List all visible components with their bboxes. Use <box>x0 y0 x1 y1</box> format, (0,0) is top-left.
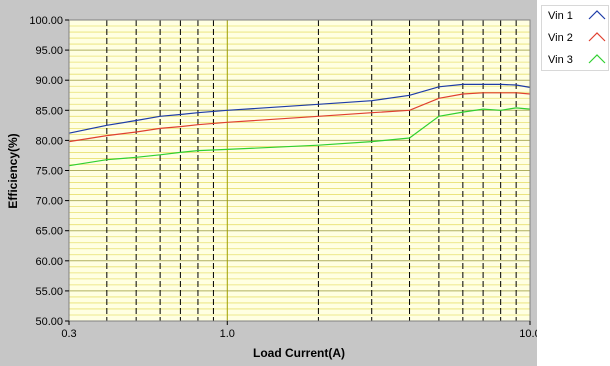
legend-swatch-icon <box>588 54 606 64</box>
y-ticks: 50.00 55.00 60.00 65.00 70.00 75.00 80.00 85.00… <box>29 15 69 328</box>
legend: Vin 1 Vin 2 Vin 3 <box>541 5 609 71</box>
x-tick-label: 1.0 <box>220 328 235 340</box>
y-tick-label: 90.00 <box>35 75 63 87</box>
y-tick-label: 50.00 <box>35 316 63 328</box>
y-tick-label: 95.00 <box>35 45 63 57</box>
y-tick-label: 55.00 <box>35 286 63 298</box>
legend-label: Vin 3 <box>548 54 573 66</box>
y-axis-label: Efficiency(%) <box>6 133 20 208</box>
legend-item-vin-1: Vin 1 <box>542 6 608 28</box>
y-tick-label: 65.00 <box>35 226 63 238</box>
series-line-3 <box>68 107 531 167</box>
grid <box>68 20 530 321</box>
x-ticks: 0.3 1.0 10.0 <box>61 321 537 340</box>
y-tick-label: 70.00 <box>35 196 63 208</box>
y-tick-label: 100.00 <box>29 15 63 27</box>
x-tick-label: 10.0 <box>519 328 537 340</box>
series-line-1 <box>68 83 531 134</box>
y-tick-label: 75.00 <box>35 166 63 178</box>
chart-frame: 50.00 55.00 60.00 65.00 70.00 75.00 80.00 85.00… <box>0 0 537 366</box>
legend-swatch-icon <box>588 32 606 42</box>
legend-label: Vin 2 <box>548 32 573 44</box>
series-line-2 <box>68 92 531 143</box>
legend-item-vin-3: Vin 3 <box>542 50 608 72</box>
x-axis-label: Load Current(A) <box>253 346 345 360</box>
legend-label: Vin 1 <box>548 10 573 22</box>
efficiency-chart: 50.00 55.00 60.00 65.00 70.00 75.00 80.00 85.00… <box>6 15 537 360</box>
y-tick-label: 80.00 <box>35 135 63 147</box>
y-tick-label: 60.00 <box>35 256 63 268</box>
legend-swatch-icon <box>588 10 606 20</box>
series-lines <box>68 83 531 167</box>
legend-item-vin-2: Vin 2 <box>542 28 608 50</box>
x-tick-label: 0.3 <box>61 328 76 340</box>
y-tick-label: 85.00 <box>35 105 63 117</box>
